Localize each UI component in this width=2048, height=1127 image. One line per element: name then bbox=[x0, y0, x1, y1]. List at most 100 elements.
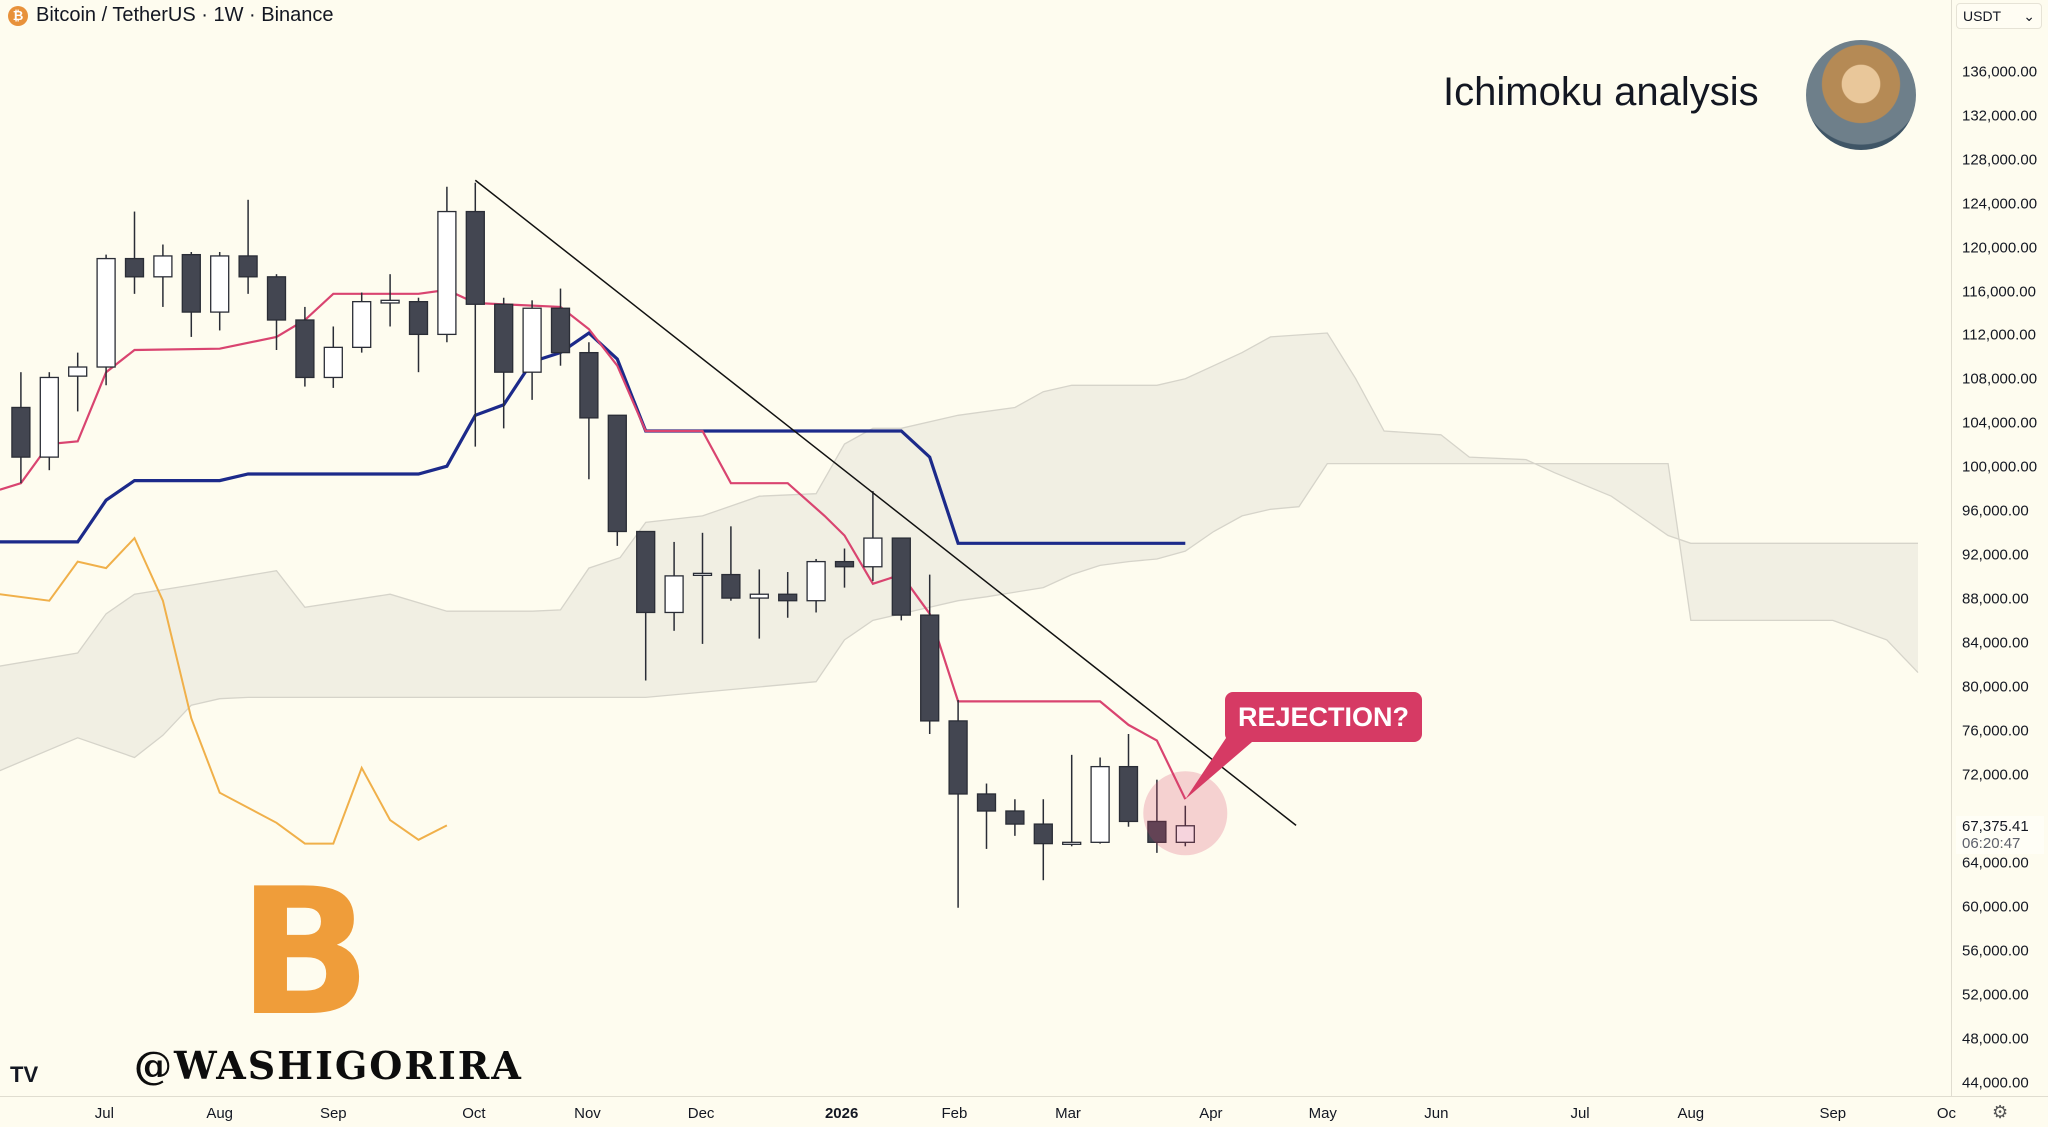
price-tick-label: 72,000.00 bbox=[1962, 766, 2029, 784]
bullish-candle-body bbox=[380, 299, 400, 304]
candle bbox=[323, 326, 343, 388]
bullish-candle-body bbox=[39, 376, 59, 458]
time-tick-label: Mar bbox=[1055, 1105, 1081, 1122]
candle bbox=[920, 574, 940, 734]
price-tick-label: 88,000.00 bbox=[1962, 590, 2029, 608]
time-tick-label: Nov bbox=[574, 1105, 601, 1122]
time-tick-label: Feb bbox=[941, 1105, 968, 1122]
candle bbox=[266, 274, 287, 350]
price-tick-label: 108,000.00 bbox=[1962, 370, 2038, 388]
candle bbox=[1005, 799, 1025, 836]
time-tick-label: Oc bbox=[1936, 1105, 1956, 1122]
candle bbox=[948, 700, 968, 908]
cloud-lower-span bbox=[0, 462, 1919, 772]
candle bbox=[579, 342, 599, 480]
candle bbox=[238, 199, 258, 294]
time-tick-label: Jul bbox=[94, 1105, 114, 1122]
candle-countdown: 06:20:47 bbox=[1962, 835, 2021, 852]
settings-icon[interactable]: ⚙ bbox=[1992, 1102, 2009, 1122]
price-tick-label: 124,000.00 bbox=[1962, 195, 2038, 213]
price-tick-label: 84,000.00 bbox=[1962, 634, 2029, 652]
bearish-candle-body bbox=[295, 319, 315, 379]
author-handle: @WASHIGORIRA bbox=[134, 1043, 523, 1088]
time-tick-label: Dec bbox=[687, 1105, 715, 1122]
bullish-candle-body bbox=[96, 257, 116, 368]
bearish-candle-body bbox=[948, 720, 968, 795]
bearish-candle-body bbox=[976, 793, 997, 812]
price-axis[interactable] bbox=[1951, 0, 2048, 1096]
chevron-down-icon: ⌄ bbox=[2023, 7, 2035, 24]
bullish-candle-body bbox=[1090, 765, 1110, 843]
time-tick-label: 2026 bbox=[824, 1105, 859, 1122]
bullish-candle-body bbox=[153, 255, 173, 278]
rejection-callout: REJECTION? bbox=[1225, 692, 1422, 742]
price-tick-label: 52,000.00 bbox=[1962, 986, 2029, 1004]
bearish-candle-body bbox=[607, 414, 627, 533]
candle bbox=[636, 530, 656, 681]
time-tick-label: Sep bbox=[1819, 1105, 1847, 1122]
bearish-candle-body bbox=[494, 303, 514, 373]
bullish-candle-body bbox=[437, 210, 457, 336]
price-tick-label: 120,000.00 bbox=[1962, 239, 2038, 257]
currency-select[interactable]: USDT ⌄ bbox=[1956, 3, 2042, 29]
bearish-candle-body bbox=[1033, 823, 1053, 845]
candle bbox=[1033, 799, 1053, 881]
bearish-candle-body bbox=[1147, 820, 1167, 843]
bearish-candle-body bbox=[238, 255, 258, 278]
current-price-label: 67,375.41 06:20:47 bbox=[1956, 816, 2044, 854]
price-tick-label: 104,000.00 bbox=[1962, 414, 2038, 432]
price-tick-label: 48,000.00 bbox=[1962, 1030, 2029, 1048]
current-price: 67,375.41 bbox=[1962, 818, 2029, 835]
candle bbox=[153, 244, 173, 307]
candle bbox=[1090, 757, 1110, 844]
time-axis[interactable] bbox=[0, 1096, 2048, 1127]
bearish-candle-body bbox=[891, 537, 911, 616]
candle bbox=[1118, 733, 1139, 827]
price-tick-label: 136,000.00 bbox=[1962, 63, 2038, 81]
time-tick-label: Jun bbox=[1424, 1105, 1449, 1122]
tradingview-logo[interactable]: TV bbox=[10, 1062, 39, 1087]
bitcoin-logo: B bbox=[238, 852, 372, 1055]
time-tick-label: Jul bbox=[1570, 1105, 1590, 1122]
bitcoin-icon: ₿ bbox=[8, 5, 28, 26]
bullish-candle-body bbox=[522, 307, 542, 373]
chikou-span-line bbox=[0, 536, 448, 845]
candle bbox=[550, 288, 571, 366]
currency-value: USDT bbox=[1963, 8, 2002, 24]
bearish-candle-body bbox=[636, 530, 656, 614]
bullish-candle-body bbox=[1175, 825, 1195, 843]
bearish-candle-body bbox=[579, 351, 599, 419]
bearish-candle-body bbox=[778, 593, 798, 602]
candle bbox=[749, 569, 769, 639]
bearish-candle-body bbox=[834, 560, 855, 568]
bearish-candle-body bbox=[408, 300, 429, 336]
candle bbox=[408, 297, 429, 373]
candle bbox=[1175, 805, 1195, 847]
price-tick-label: 92,000.00 bbox=[1962, 546, 2029, 564]
price-tick-label: 80,000.00 bbox=[1962, 678, 2029, 696]
analysis-title: Ichimoku analysis bbox=[1443, 70, 1759, 114]
candle bbox=[976, 783, 997, 849]
candle bbox=[181, 251, 201, 337]
candle bbox=[692, 532, 713, 644]
bearish-candle-body bbox=[1005, 810, 1025, 825]
candle bbox=[124, 211, 145, 294]
bullish-candle-body bbox=[863, 537, 883, 568]
bullish-candle-body bbox=[210, 255, 230, 313]
price-chart[interactable] bbox=[0, 0, 1951, 1096]
ichimoku-cloud bbox=[0, 333, 1918, 771]
bullish-candle-body bbox=[664, 575, 684, 614]
price-tick-label: 96,000.00 bbox=[1962, 502, 2029, 520]
candle bbox=[778, 572, 798, 618]
candle bbox=[295, 306, 315, 387]
price-tick-label: 112,000.00 bbox=[1962, 326, 2036, 344]
candle bbox=[1062, 754, 1082, 847]
candle bbox=[465, 182, 485, 447]
price-tick-label: 128,000.00 bbox=[1962, 151, 2038, 169]
time-tick-label: Oct bbox=[462, 1105, 486, 1122]
symbol-header: ₿ Bitcoin / TetherUS · 1W · Binance bbox=[8, 4, 334, 27]
candle bbox=[1147, 779, 1167, 853]
time-tick-label: Apr bbox=[1199, 1105, 1223, 1122]
price-tick-label: 56,000.00 bbox=[1962, 942, 2029, 960]
price-tick-label: 76,000.00 bbox=[1962, 722, 2029, 740]
